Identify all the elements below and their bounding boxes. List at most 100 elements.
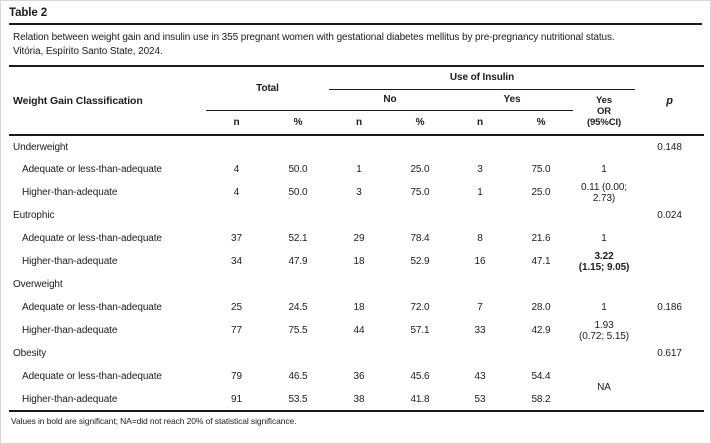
- cell-total-pct: 52.1: [288, 233, 308, 244]
- row-label: Higher-than-adequate: [9, 388, 206, 412]
- cell-yes-n: 16: [474, 256, 486, 267]
- data-row: Adequate or less-than-adequate 37 52.1 2…: [9, 227, 704, 250]
- cell-no-n: 1: [356, 164, 362, 175]
- cell-yes-pct: 21.6: [531, 233, 551, 244]
- section-row-underweight: Underweight 0.148: [9, 135, 704, 158]
- cell-odds-ratio: 1: [601, 164, 607, 175]
- cell-p-value: [635, 273, 704, 296]
- data-row: Adequate or less-than-adequate 79 46.5 3…: [9, 365, 704, 412]
- data-row: Higher-than-adequate 4 50.0 3 75.0 1 25.…: [9, 181, 704, 204]
- empty-cell: [206, 273, 635, 296]
- cell-odds-ratio: 1.93 (0.72; 5.15): [579, 319, 629, 342]
- cell-no-n: 18: [353, 256, 365, 267]
- cell-yes-n: 8: [477, 233, 483, 244]
- cell-p-value: 0.024: [657, 210, 682, 221]
- cell-odds-ratio: 0.11 (0.00; 2.73): [581, 181, 627, 204]
- cell-odds-ratio-significant: 3.22 (1.15; 9.05): [578, 250, 630, 273]
- cell-yes-pct: 47.1: [531, 256, 551, 267]
- section-label: Eutrophic: [13, 210, 55, 221]
- row-label: Adequate or less-than-adequate: [22, 233, 162, 244]
- section-row-obesity: Obesity 0.617: [9, 342, 704, 365]
- cell-no-pct: 25.0: [410, 164, 430, 175]
- empty-cell: [206, 135, 635, 158]
- data-row: Adequate or less-than-adequate 25 24.5 1…: [9, 296, 704, 319]
- cell-yes-n: 1: [477, 187, 483, 198]
- cell-yes-pct: 28.0: [531, 302, 551, 313]
- cell-no-n: 29: [353, 233, 365, 244]
- row-label: Higher-than-adequate: [22, 256, 118, 267]
- section-row-overweight: Overweight: [9, 273, 704, 296]
- cell-total-n: 77: [231, 325, 242, 336]
- cell-total-pct: 24.5: [288, 302, 308, 313]
- col-header-yes-n: n: [451, 110, 509, 136]
- row-label: Higher-than-adequate: [22, 325, 118, 336]
- cell-p-value: 0.617: [657, 348, 682, 359]
- cell-p-value: [635, 388, 705, 412]
- cell-p-value: [635, 227, 704, 250]
- cell-yes-pct: 25.0: [531, 187, 551, 198]
- cell-no-pct: 78.4: [410, 233, 430, 244]
- cell-total-pct: 47.9: [288, 256, 308, 267]
- row-label: Adequate or less-than-adequate: [22, 371, 162, 382]
- row-label: Adequate or less-than-adequate: [22, 302, 162, 313]
- cell-no-n: 44: [353, 325, 365, 336]
- col-header-insulin-no: No: [329, 89, 451, 111]
- section-label: Obesity: [13, 348, 47, 359]
- cell-no-pct: 45.6: [410, 371, 430, 382]
- results-table: Weight Gain Classification Total Use of …: [9, 65, 705, 412]
- cell-no-n: 36: [353, 371, 365, 382]
- cell-no-pct: 52.9: [410, 256, 430, 267]
- col-header-use-of-insulin: Use of Insulin: [329, 66, 636, 90]
- cell-yes-n: 33: [474, 325, 486, 336]
- cell-yes-pct: 42.9: [531, 325, 551, 336]
- cell-no-n: 18: [353, 302, 365, 313]
- cell-yes-pct: 75.0: [531, 164, 551, 175]
- table-footnote: Values in bold are significant; NA=did n…: [11, 416, 297, 426]
- cell-p-value: 0.148: [657, 141, 682, 153]
- table-header: Weight Gain Classification Total Use of …: [9, 66, 705, 136]
- cell-odds-ratio-merged: NA: [573, 365, 636, 412]
- cell-total-n: 79: [231, 371, 242, 382]
- section-label: Underweight: [13, 141, 69, 153]
- table-body: Underweight 0.148 Adequate or less-than-…: [9, 135, 705, 412]
- cell-p-value: [635, 158, 704, 181]
- cell-total-n: 91: [206, 388, 267, 412]
- cell-total-n: 34: [231, 256, 242, 267]
- caption-line-2: Vitória, Espírito Santo State, 2024.: [13, 45, 163, 57]
- cell-total-n: 4: [233, 187, 240, 198]
- cell-yes-n: 7: [477, 302, 483, 313]
- row-label: Higher-than-adequate: [22, 187, 118, 198]
- cell-yes-pct: 58.2: [509, 388, 573, 412]
- cell-odds-ratio: 1: [601, 233, 607, 244]
- cell-total-n: 25: [231, 302, 242, 313]
- col-header-no-pct: %: [389, 110, 451, 136]
- cell-p-value: [635, 181, 704, 204]
- caption-line-1: Relation between weight gain and insulin…: [13, 32, 615, 43]
- col-header-total: Total: [206, 66, 329, 111]
- cell-p-value: [635, 250, 704, 273]
- cell-total-pct: 75.5: [288, 325, 308, 336]
- cell-no-pct: 72.0: [410, 302, 430, 313]
- data-row: Higher-than-adequate 91 53.5 38 41.8 53 …: [9, 388, 705, 412]
- row-label: Adequate or less-than-adequate: [22, 164, 162, 175]
- col-header-total-pct: %: [267, 110, 329, 136]
- cell-no-n: 3: [356, 187, 362, 198]
- cell-no-n: 38: [329, 388, 389, 412]
- cell-yes-n: 3: [477, 164, 483, 175]
- empty-cell: [206, 204, 635, 227]
- col-header-no-n: n: [329, 110, 389, 136]
- data-row: Adequate or less-than-adequate 4 50.0 1 …: [9, 158, 704, 181]
- empty-cell: [206, 342, 635, 365]
- cell-total-pct: 50.0: [288, 187, 308, 198]
- cell-no-pct: 75.0: [410, 187, 430, 198]
- cell-p-value: [635, 365, 704, 388]
- col-header-yes-pct: %: [509, 110, 573, 136]
- section-label: Overweight: [13, 279, 63, 290]
- data-row: Higher-than-adequate 34 47.9 18 52.9 16 …: [9, 250, 704, 273]
- col-header-odds-ratio: Yes OR (95%CI): [573, 89, 636, 136]
- data-row: Higher-than-adequate 77 75.5 44 57.1 33 …: [9, 319, 704, 342]
- col-header-insulin-yes: Yes: [451, 89, 573, 111]
- cell-p-value: 0.186: [657, 302, 682, 313]
- cell-total-pct: 53.5: [267, 388, 329, 412]
